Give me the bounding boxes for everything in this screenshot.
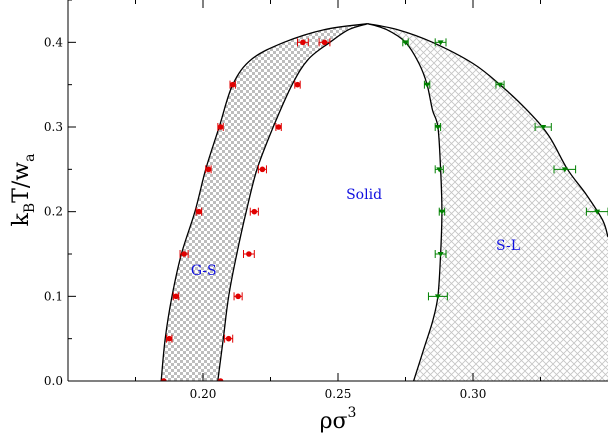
red-data-point — [217, 123, 224, 131]
green-data-point — [495, 80, 505, 89]
circle-marker — [321, 39, 328, 46]
x-axis-title: ρσ3 — [320, 405, 357, 434]
circle-marker — [217, 378, 224, 381]
triangle-marker — [561, 167, 568, 173]
circle-marker — [300, 39, 306, 46]
red-data-point — [318, 38, 331, 47]
region-label-gs: G-S — [191, 263, 217, 279]
triangle-marker — [434, 125, 441, 130]
green-data-point — [438, 207, 446, 216]
circle-marker — [217, 124, 224, 130]
red-data-point — [249, 207, 259, 216]
green-data-point — [402, 38, 409, 47]
triangle-marker — [436, 167, 443, 173]
triangle-marker — [437, 252, 444, 257]
region-label-sl: S-L — [496, 238, 520, 254]
circle-marker — [259, 166, 266, 173]
red-data-point — [172, 292, 180, 301]
red-data-point — [229, 80, 236, 89]
triangle-marker — [424, 82, 431, 88]
triangle-marker — [438, 209, 445, 215]
circle-marker — [246, 251, 252, 257]
x-tick-label: 0.20 — [190, 387, 217, 401]
red-data-point — [217, 378, 224, 381]
green-data-point — [434, 38, 447, 47]
circle-marker — [196, 208, 202, 215]
circle-marker — [205, 166, 212, 173]
red-data-point — [205, 165, 212, 174]
circle-marker — [229, 81, 236, 88]
y-tick-label: 0.0 — [44, 374, 63, 388]
red-data-point — [243, 250, 255, 258]
gs-right-boundary — [217, 23, 368, 381]
red-data-point — [294, 80, 301, 89]
red-data-point — [275, 123, 282, 131]
gs-left-boundary — [160, 23, 368, 381]
red-data-point — [166, 334, 173, 343]
green-data-point — [553, 165, 577, 174]
red-data-point — [195, 207, 203, 216]
triangle-marker — [434, 294, 441, 300]
region-label-solid: Solid — [346, 187, 382, 203]
triangle-marker — [437, 40, 444, 46]
y-tick-label: 0.4 — [44, 35, 63, 49]
circle-marker — [173, 293, 179, 300]
sl-left-boundary — [367, 23, 443, 381]
circle-marker — [166, 335, 173, 342]
red-data-point — [257, 165, 267, 174]
gs-hatched-region — [161, 23, 368, 381]
green-data-point — [534, 123, 552, 131]
y-tick-label: 0.3 — [44, 120, 63, 134]
y-axis-title: kBT/wa — [9, 154, 38, 227]
green-data-point — [434, 123, 442, 131]
sl-right-boundary — [367, 23, 608, 238]
circle-marker — [181, 251, 187, 257]
red-data-point — [161, 378, 167, 381]
circle-marker — [294, 81, 301, 88]
triangle-marker — [497, 82, 503, 88]
green-data-point — [434, 165, 444, 174]
red-data-point — [233, 292, 243, 301]
y-tick-label: 0.1 — [44, 289, 63, 303]
red-data-point — [224, 334, 234, 343]
red-data-point — [297, 38, 309, 47]
green-data-point — [427, 292, 448, 301]
circle-marker — [161, 378, 167, 381]
green-data-point — [585, 207, 608, 216]
circle-marker — [251, 208, 258, 215]
sl-hatched-region — [367, 23, 608, 381]
x-tick-label: 0.25 — [325, 387, 352, 401]
x-tick-label: 0.30 — [460, 387, 487, 401]
red-data-point — [179, 250, 189, 258]
triangle-marker — [540, 125, 547, 130]
triangle-marker — [402, 40, 409, 46]
circle-marker — [225, 335, 232, 342]
circle-marker — [275, 124, 282, 130]
circle-marker — [235, 293, 241, 300]
green-data-point — [423, 80, 431, 89]
green-data-point — [434, 250, 447, 258]
y-tick-label: 0.2 — [44, 205, 63, 219]
triangle-marker — [594, 209, 601, 215]
